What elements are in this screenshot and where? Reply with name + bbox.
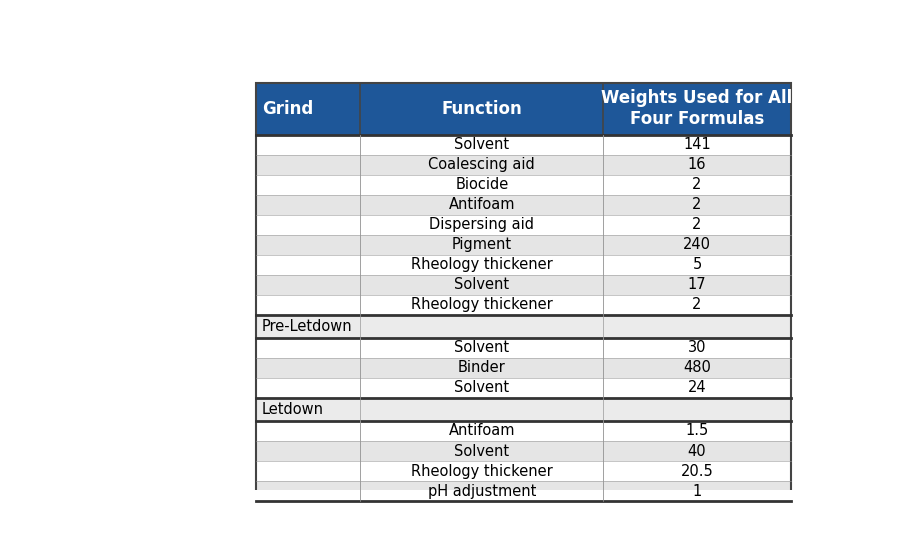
- Text: Solvent: Solvent: [454, 381, 509, 395]
- Bar: [256, 195, 360, 214]
- Text: Solvent: Solvent: [454, 340, 509, 355]
- Bar: [360, 274, 604, 295]
- Text: 17: 17: [688, 277, 706, 292]
- Text: Rheology thickener: Rheology thickener: [411, 297, 553, 312]
- Text: Antifoam: Antifoam: [448, 424, 515, 438]
- Bar: [360, 174, 604, 195]
- Text: Letdown: Letdown: [262, 402, 324, 417]
- Bar: [360, 195, 604, 214]
- Bar: [256, 155, 360, 174]
- Bar: [256, 174, 360, 195]
- Text: Solvent: Solvent: [454, 277, 509, 292]
- Bar: [604, 378, 790, 398]
- Bar: [256, 398, 790, 421]
- Bar: [256, 83, 790, 135]
- Bar: [360, 295, 604, 315]
- Bar: [604, 214, 790, 235]
- Text: Solvent: Solvent: [454, 137, 509, 152]
- Text: 141: 141: [683, 137, 711, 152]
- Text: pH adjustment: pH adjustment: [428, 483, 536, 498]
- Text: 2: 2: [692, 177, 702, 192]
- Bar: [360, 378, 604, 398]
- Bar: [360, 461, 604, 481]
- Bar: [256, 235, 360, 255]
- Text: 2: 2: [692, 297, 702, 312]
- Bar: [604, 461, 790, 481]
- Text: Rheology thickener: Rheology thickener: [411, 257, 553, 272]
- Text: 16: 16: [688, 157, 706, 172]
- Text: Grind: Grind: [262, 100, 313, 118]
- Bar: [256, 358, 360, 378]
- Text: 1: 1: [692, 483, 702, 498]
- Text: Weights Used for All
Four Formulas: Weights Used for All Four Formulas: [601, 89, 793, 128]
- Text: Function: Function: [441, 100, 522, 118]
- Text: Antifoam: Antifoam: [448, 197, 515, 212]
- Text: Coalescing aid: Coalescing aid: [428, 157, 536, 172]
- Bar: [360, 155, 604, 174]
- Bar: [256, 378, 360, 398]
- Bar: [604, 195, 790, 214]
- Text: 20.5: 20.5: [680, 464, 714, 478]
- Bar: [256, 135, 360, 155]
- Bar: [256, 295, 360, 315]
- Bar: [604, 358, 790, 378]
- Bar: [256, 441, 360, 461]
- Bar: [604, 274, 790, 295]
- Bar: [604, 235, 790, 255]
- Text: 5: 5: [692, 257, 702, 272]
- Text: Solvent: Solvent: [454, 443, 509, 459]
- Bar: [256, 461, 360, 481]
- Text: 24: 24: [688, 381, 706, 395]
- Bar: [604, 481, 790, 501]
- Text: 40: 40: [688, 443, 706, 459]
- Bar: [360, 421, 604, 441]
- Text: 30: 30: [688, 340, 706, 355]
- Bar: [604, 421, 790, 441]
- Text: Rheology thickener: Rheology thickener: [411, 464, 553, 478]
- Bar: [256, 274, 360, 295]
- Text: 480: 480: [683, 360, 711, 375]
- Bar: [360, 338, 604, 358]
- Bar: [256, 315, 790, 338]
- Bar: [604, 441, 790, 461]
- Text: 2: 2: [692, 217, 702, 232]
- Bar: [360, 358, 604, 378]
- Bar: [604, 295, 790, 315]
- Text: 2: 2: [692, 197, 702, 212]
- Bar: [360, 135, 604, 155]
- Bar: [256, 421, 360, 441]
- Bar: [256, 83, 790, 501]
- Text: Pigment: Pigment: [452, 237, 512, 252]
- Bar: [360, 481, 604, 501]
- Text: 240: 240: [683, 237, 711, 252]
- Bar: [360, 214, 604, 235]
- Text: Binder: Binder: [458, 360, 506, 375]
- Text: Biocide: Biocide: [455, 177, 508, 192]
- Bar: [256, 481, 360, 501]
- Bar: [604, 155, 790, 174]
- Bar: [360, 235, 604, 255]
- Text: 1.5: 1.5: [686, 424, 708, 438]
- Text: Dispersing aid: Dispersing aid: [429, 217, 535, 232]
- Bar: [604, 174, 790, 195]
- Bar: [604, 255, 790, 274]
- Bar: [256, 255, 360, 274]
- Bar: [604, 338, 790, 358]
- Bar: [256, 214, 360, 235]
- Bar: [256, 338, 360, 358]
- Bar: [604, 135, 790, 155]
- Text: Pre-Letdown: Pre-Letdown: [262, 319, 353, 334]
- Bar: [360, 255, 604, 274]
- Bar: [360, 441, 604, 461]
